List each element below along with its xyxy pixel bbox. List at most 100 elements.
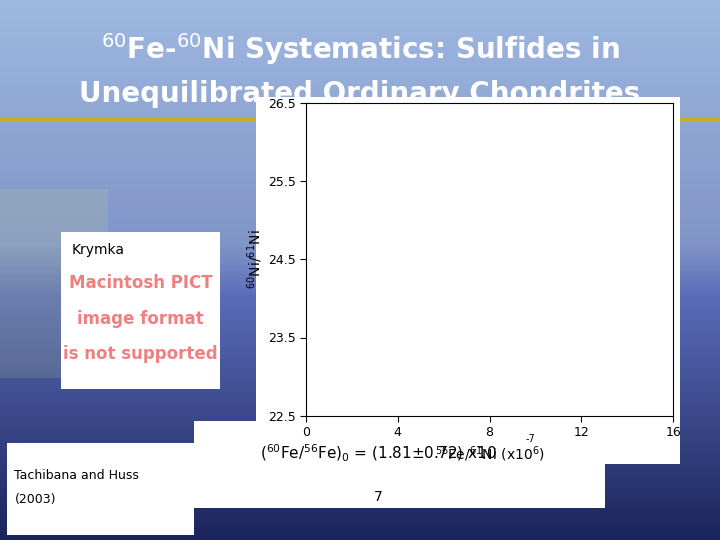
- Bar: [0, 486, 720, 489]
- Bar: [0, 389, 720, 392]
- Bar: [0, 216, 720, 219]
- Bar: [0, 192, 720, 194]
- Bar: [0, 462, 720, 464]
- Bar: [0, 343, 720, 346]
- Bar: [0, 464, 720, 467]
- Bar: [0, 200, 720, 202]
- Bar: [0, 319, 720, 321]
- Bar: [0, 211, 720, 213]
- Bar: [0, 284, 720, 286]
- Bar: [0, 392, 720, 394]
- Bar: [0, 248, 720, 251]
- Bar: [0, 111, 720, 113]
- Text: Macintosh PICT: Macintosh PICT: [68, 274, 212, 293]
- Bar: [0, 94, 720, 97]
- Bar: [0, 202, 720, 205]
- Bar: [0, 119, 720, 122]
- Bar: [0, 19, 720, 22]
- Bar: [0, 70, 720, 73]
- Bar: [0, 259, 720, 262]
- Bar: [0, 535, 720, 537]
- Bar: [0, 305, 720, 308]
- Bar: [0, 478, 720, 481]
- Bar: [0, 300, 720, 302]
- Bar: [0, 27, 720, 30]
- Bar: [0, 176, 720, 178]
- Bar: [0, 356, 720, 359]
- Bar: [0, 467, 720, 470]
- Bar: [0, 324, 720, 327]
- Bar: [0, 219, 720, 221]
- Bar: [0, 489, 720, 491]
- Bar: [0, 167, 720, 170]
- Bar: [0, 40, 720, 43]
- Bar: [0, 100, 720, 103]
- Bar: [0, 286, 720, 289]
- Bar: [0, 470, 720, 472]
- Bar: [0, 437, 720, 440]
- Bar: [0, 472, 720, 475]
- Text: cintosh PICT: cintosh PICT: [385, 215, 638, 249]
- Bar: [0, 329, 720, 332]
- Bar: [0, 127, 720, 130]
- Bar: [0, 113, 720, 116]
- Bar: [0, 165, 720, 167]
- Bar: [0, 197, 720, 200]
- Bar: [0, 505, 720, 508]
- Bar: [0, 402, 720, 405]
- Bar: [0, 54, 720, 57]
- Bar: [0, 373, 720, 375]
- Bar: [0, 537, 720, 540]
- Bar: [0, 354, 720, 356]
- Bar: [0, 321, 720, 324]
- Text: Unequilibrated Ordinary Chondrites: Unequilibrated Ordinary Chondrites: [79, 80, 641, 109]
- Bar: [0, 297, 720, 300]
- Bar: [0, 256, 720, 259]
- Bar: [0, 327, 720, 329]
- Bar: [0, 281, 720, 284]
- Bar: [0, 513, 720, 516]
- Bar: [0, 8, 720, 11]
- Bar: [0, 16, 720, 19]
- Bar: [0, 332, 720, 335]
- Bar: [194, 421, 605, 508]
- Bar: [0, 135, 720, 138]
- Bar: [0, 170, 720, 173]
- Bar: [0, 5, 720, 8]
- Bar: [0, 459, 720, 462]
- Bar: [0, 278, 720, 281]
- Text: -7: -7: [526, 434, 536, 444]
- Bar: [0, 364, 720, 367]
- Bar: [0, 59, 720, 62]
- Bar: [0, 38, 720, 40]
- Bar: [0, 194, 720, 197]
- Bar: [0, 316, 720, 319]
- Bar: [0, 221, 720, 224]
- Text: age format: age format: [385, 264, 611, 298]
- Bar: [0, 424, 720, 427]
- Bar: [0, 157, 720, 159]
- Bar: [0, 362, 720, 364]
- Bar: [0, 454, 720, 456]
- Bar: [0, 429, 720, 432]
- Bar: [0, 383, 720, 386]
- Bar: [0, 30, 720, 32]
- Bar: [0, 138, 720, 140]
- Bar: [0, 62, 720, 65]
- Text: image format: image format: [77, 309, 204, 328]
- Bar: [0, 178, 720, 181]
- Bar: [0, 302, 720, 305]
- Bar: [0, 116, 720, 119]
- Bar: [0, 103, 720, 105]
- Bar: [0, 189, 108, 378]
- Bar: [0, 386, 720, 389]
- Bar: [0, 97, 720, 100]
- Bar: [0, 224, 720, 227]
- Text: Krymka: Krymka: [72, 243, 125, 257]
- Bar: [0, 205, 720, 208]
- Bar: [0, 446, 720, 448]
- Text: is not supported: is not supported: [63, 345, 217, 363]
- Bar: [0, 367, 720, 370]
- Bar: [0, 394, 720, 397]
- Bar: [0, 532, 720, 535]
